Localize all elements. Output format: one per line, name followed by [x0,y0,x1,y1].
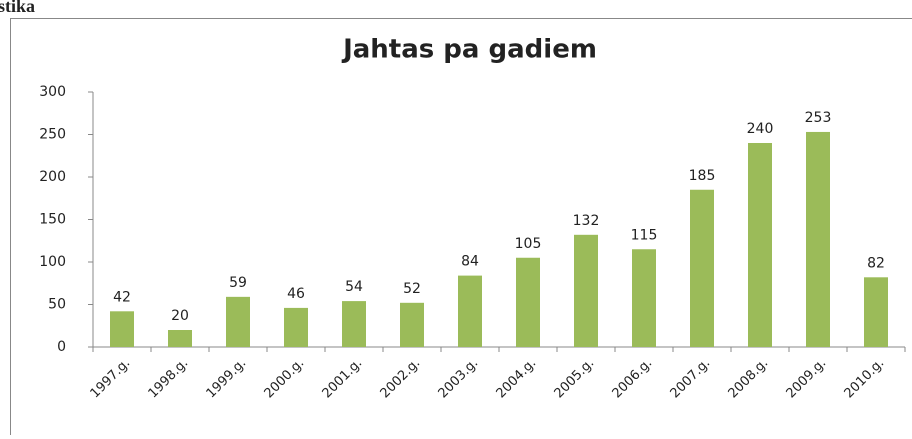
y-tick-label: 250 [39,127,66,143]
bar [110,311,134,347]
bar [400,303,424,347]
bar [342,301,366,347]
x-tick-label: 2001.g. [320,356,366,402]
y-tick-label: 150 [39,212,66,228]
y-tick-label: 200 [39,169,66,185]
bar [458,276,482,347]
x-tick-label: 2008.g. [726,356,772,402]
bar [168,330,192,347]
value-label: 46 [287,286,305,302]
value-label: 52 [403,281,421,297]
bar [574,235,598,347]
page-heading: stika [0,0,35,16]
value-label: 59 [229,275,247,291]
x-tick-label: 2006.g. [610,356,656,402]
value-label: 20 [171,308,189,324]
value-label: 82 [867,255,885,271]
x-tick-label: 1999.g. [204,356,250,402]
x-tick-label: 1997.g. [88,356,134,402]
x-tick-label: 2002.g. [378,356,424,402]
value-label: 42 [113,289,131,305]
chart-title: Jahtas pa gadiem [341,35,597,65]
y-tick-label: 300 [39,84,66,100]
value-label: 185 [689,168,716,184]
x-tick-label: 2009.g. [784,356,830,402]
value-label: 105 [515,236,542,252]
value-label: 84 [461,254,479,270]
value-label: 253 [805,110,832,126]
bar [748,143,772,347]
x-tick-label: 2000.g. [262,356,308,402]
bar [806,132,830,347]
y-tick-label: 0 [57,339,66,355]
y-tick-label: 50 [48,297,66,313]
value-label: 132 [573,213,600,229]
x-tick-label: 2003.g. [436,356,482,402]
value-label: 54 [345,279,363,295]
value-label: 240 [747,121,774,137]
bar [284,308,308,347]
x-tick-label: 2007.g. [668,356,714,402]
bar [690,190,714,347]
x-tick-label: 2004.g. [494,356,540,402]
bar [632,249,656,347]
value-label: 115 [631,227,658,243]
x-tick-label: 2010.g. [842,356,888,402]
y-tick-label: 100 [39,254,66,270]
bar [226,297,250,347]
x-tick-label: 2005.g. [552,356,598,402]
x-tick-label: 1998.g. [146,356,192,402]
bar [516,258,540,347]
bar [864,277,888,347]
